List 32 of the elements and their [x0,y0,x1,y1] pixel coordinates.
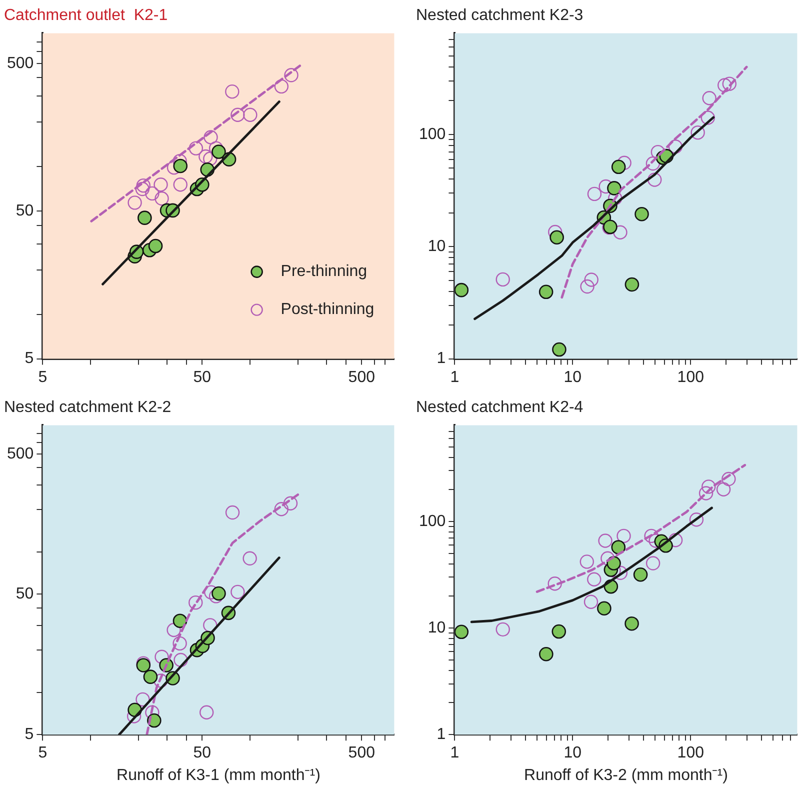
chart-title: Nested catchment K2-2 [4,399,172,416]
x-tick-label: 500 [348,744,376,762]
x-tick-label: 10 [564,744,582,762]
x-tick-label: 50 [193,744,212,762]
y-tick-label: 500 [6,445,34,462]
x-tick-label: 50 [193,368,212,386]
x-axis-title: Runoff of K3-1 (mm month⁻¹) [116,766,320,784]
x-tick-label: 500 [348,368,376,386]
chart-title: Nested catchment K2-3 [416,7,584,24]
x-axis-title: Runoff of K3-2 (mm month⁻¹) [524,766,728,784]
x-tick-label: 100 [677,744,704,762]
x-tick-label: 5 [38,744,48,762]
x-tick-label: 100 [677,368,704,386]
y-tick-label: 10 [428,238,446,256]
y-tick-label: 5 [24,350,34,368]
x-tick-label: 10 [564,368,582,386]
legend-label: Post-thinning [280,301,374,318]
y-tick-label: 1 [436,350,446,368]
y-tick-label: 10 [428,619,446,636]
y-tick-label: 50 [16,586,34,603]
y-tick-label: 100 [418,512,446,530]
y-tick-label: 500 [6,54,34,72]
y-tick-label: 50 [16,202,34,220]
y-tick-label: 1 [436,726,446,744]
legend-label: Pre-thinning [280,263,368,280]
x-tick-label: 5 [38,368,48,386]
y-tick-label: 100 [418,126,446,143]
chart-title: Catchment outlet K2-1 [4,7,168,24]
x-tick-label: 1 [450,368,460,386]
chart-title: Nested catchment K2-4 [416,399,584,416]
y-tick-label: 5 [24,726,34,744]
x-tick-label: 1 [450,744,460,762]
